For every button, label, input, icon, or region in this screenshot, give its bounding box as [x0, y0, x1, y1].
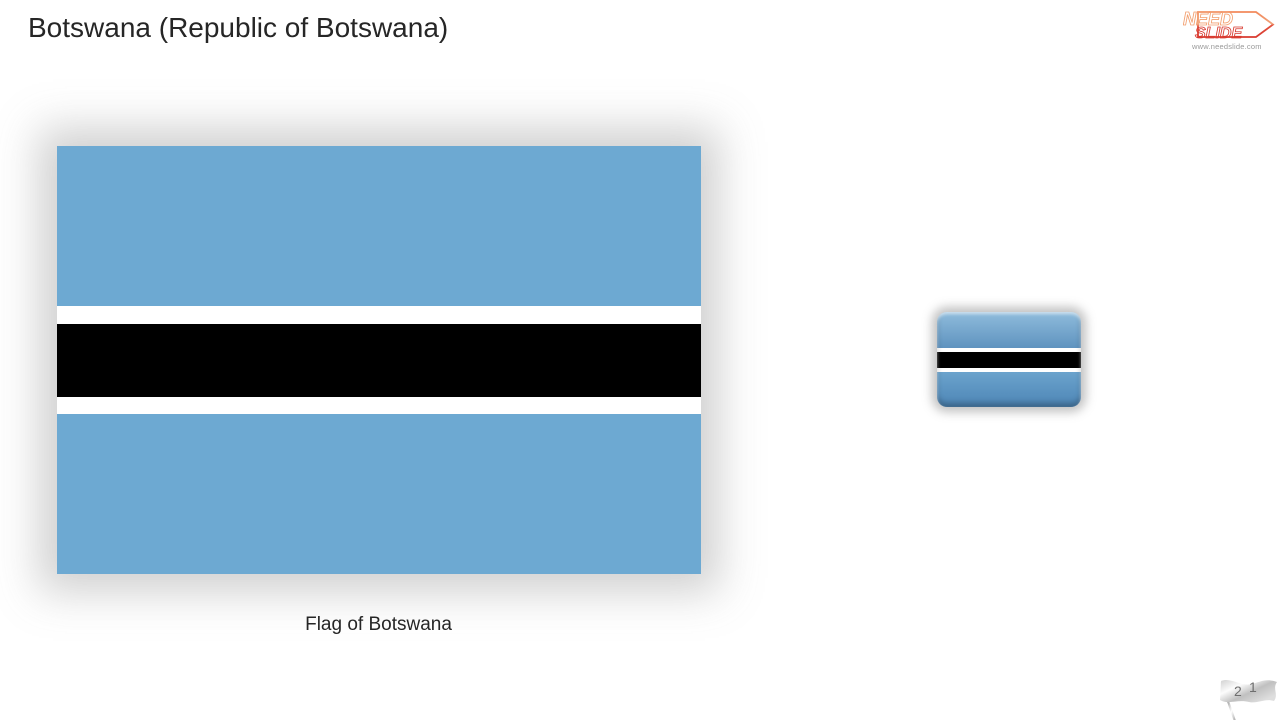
- svg-text:2: 2: [1234, 683, 1242, 699]
- svg-text:1: 1: [1249, 679, 1257, 695]
- svg-text:SLIDE: SLIDE: [1195, 25, 1243, 40]
